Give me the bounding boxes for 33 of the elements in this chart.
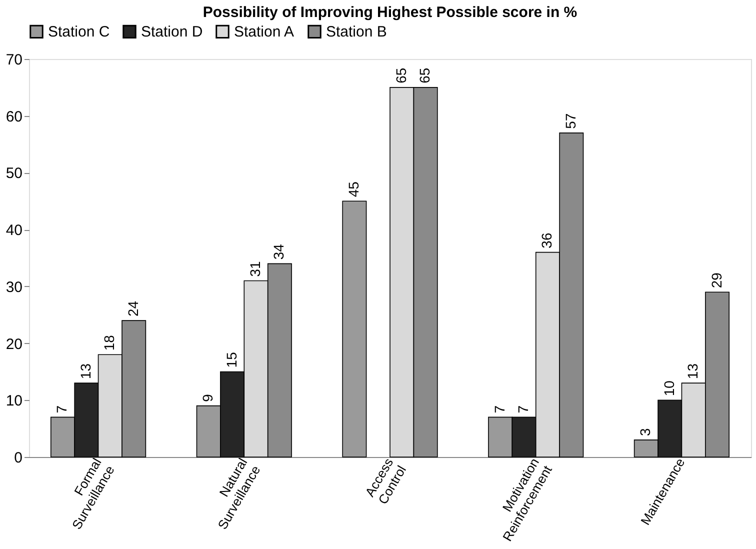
y-tick-label: 50 <box>6 165 22 182</box>
bar <box>342 200 367 458</box>
data-label: 10 <box>660 380 677 396</box>
data-label: 7 <box>515 405 532 414</box>
data-label: 3 <box>637 428 654 436</box>
legend-label: Station D <box>141 24 203 41</box>
chart-title: Possibility of Improving Highest Possible score in % <box>202 4 578 21</box>
data-label: 18 <box>101 334 118 351</box>
data-label: 31 <box>246 260 263 277</box>
legend-label: Station B <box>326 24 387 41</box>
y-tick-label: 60 <box>6 108 22 126</box>
y-tick-label: 30 <box>6 278 22 296</box>
data-label: 13 <box>77 363 94 380</box>
data-label: 34 <box>270 244 287 260</box>
data-label: 65 <box>392 68 409 84</box>
data-label: 65 <box>416 68 433 84</box>
data-label: 45 <box>345 181 362 198</box>
data-label: 29 <box>708 272 724 288</box>
data-label: 36 <box>538 232 555 248</box>
legend-label: Station C <box>48 24 110 41</box>
y-tick-label: 10 <box>6 392 22 410</box>
y-tick-label: 70 <box>6 52 22 68</box>
data-label: 57 <box>562 113 578 129</box>
data-label: 13 <box>684 363 701 380</box>
data-label: 9 <box>200 394 216 402</box>
legend-label: Station A <box>234 24 294 41</box>
y-tick-label: 20 <box>6 336 22 353</box>
y-tick-label: 40 <box>6 222 22 240</box>
data-label: 7 <box>491 405 508 414</box>
data-label: 24 <box>124 300 141 317</box>
data-label: 15 <box>223 352 240 368</box>
data-label: 7 <box>54 405 70 414</box>
y-tick-label: 0 <box>14 450 22 466</box>
